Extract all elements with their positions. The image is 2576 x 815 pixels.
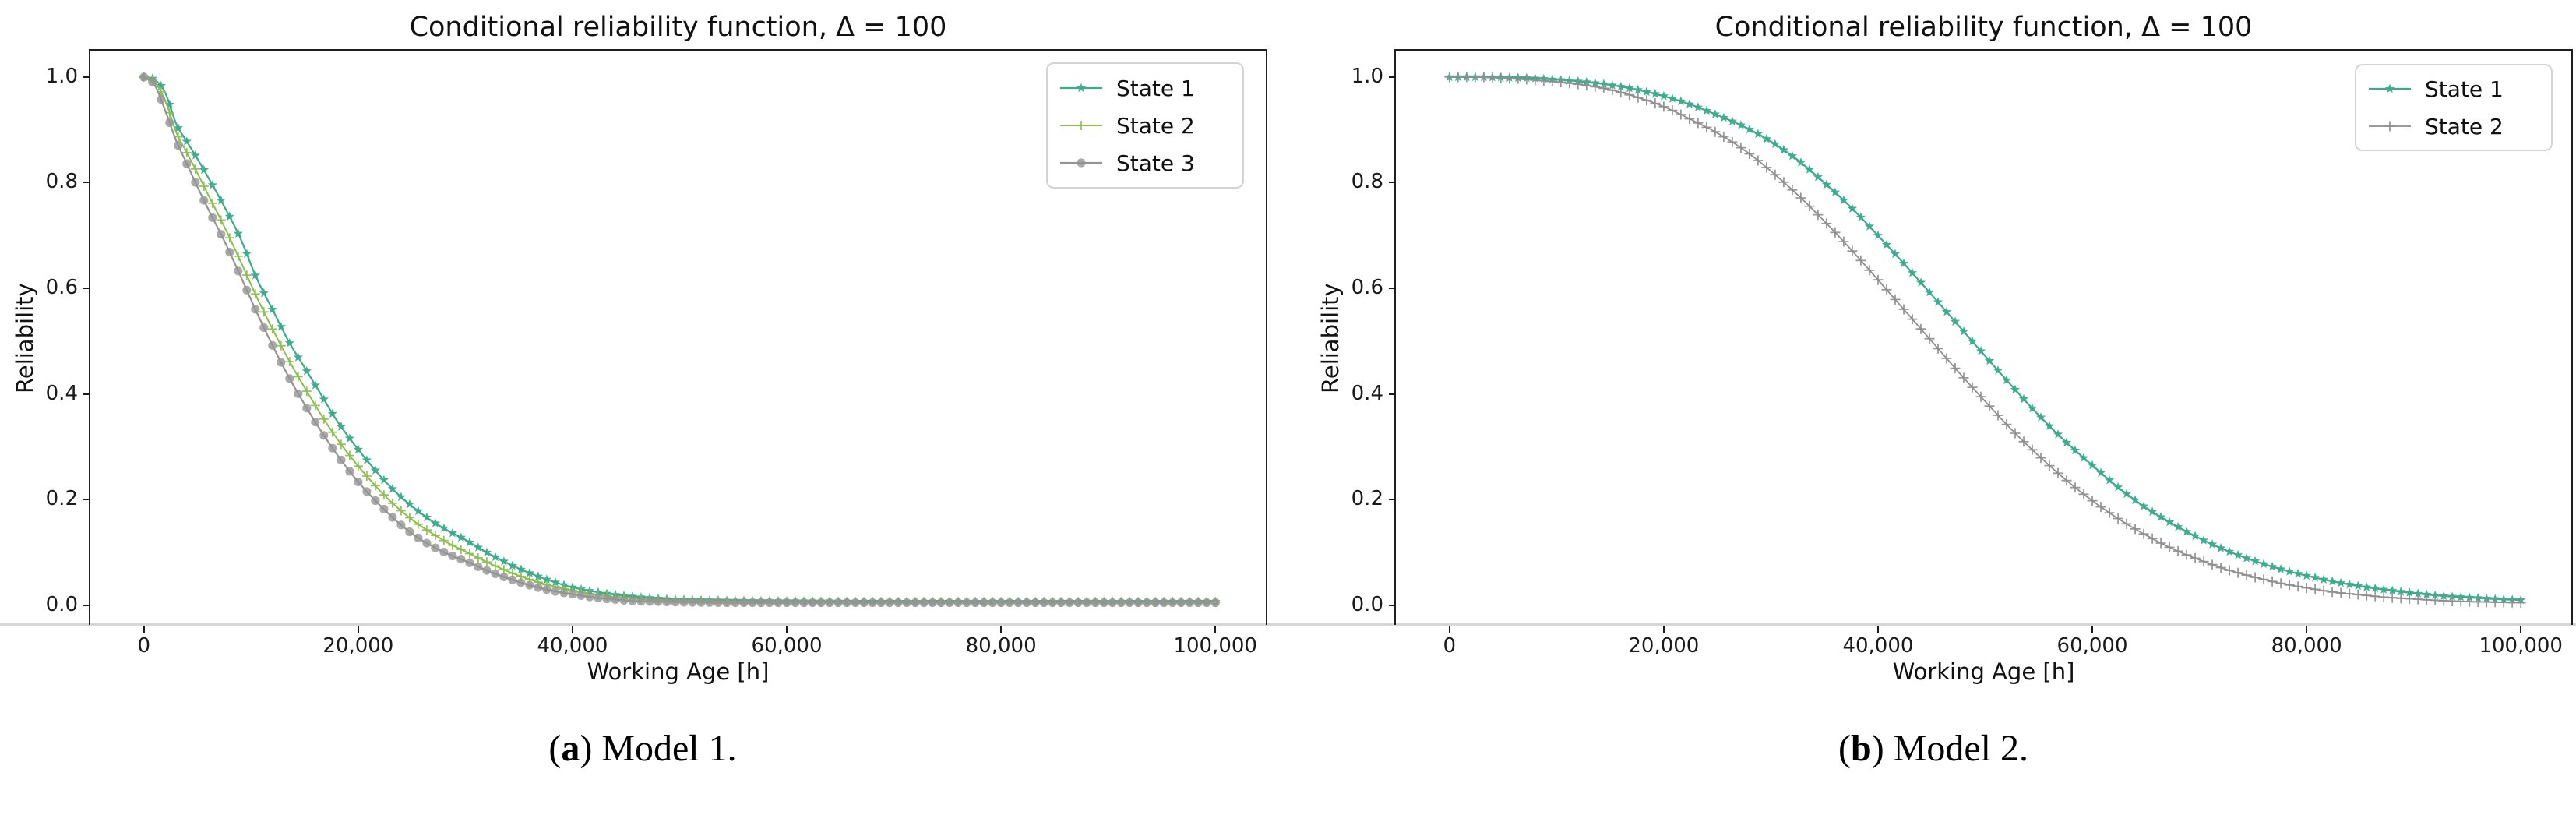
- caption-paren-close: ): [580, 728, 593, 769]
- legend-item: State 3: [1057, 144, 1230, 182]
- legend-item: State 2: [2366, 108, 2539, 145]
- y-tick-label: 0.6: [1351, 275, 1383, 299]
- x-tick-mark: [1000, 626, 1003, 633]
- y-tick-mark: [1389, 393, 1396, 395]
- x-tick-mark: [2520, 626, 2522, 633]
- marker-plus-state-2: [1444, 72, 2526, 608]
- marker-circle-state-3: [1077, 158, 1086, 168]
- y-tick-label: 0.6: [45, 275, 78, 299]
- legend-label: State 2: [2425, 113, 2504, 139]
- x-tick-label: 20,000: [322, 634, 394, 658]
- subfigure-caption-a: (a) Model 1.: [0, 727, 1285, 770]
- caption-text: Model 2.: [1893, 728, 2028, 769]
- x-axis-label: Working Age [h]: [587, 658, 770, 685]
- x-tick-mark: [1448, 626, 1450, 633]
- y-tick-mark: [1389, 76, 1396, 78]
- y-tick-label: 0.8: [1351, 170, 1383, 194]
- y-tick-mark: [83, 182, 90, 184]
- y-tick-label: 1.0: [45, 64, 78, 88]
- y-tick-mark: [83, 604, 90, 606]
- series-line-state-1: [1449, 76, 2521, 602]
- legend-item: State 1: [2366, 70, 2539, 108]
- legend-sample-plus-icon: [2369, 121, 2411, 132]
- y-axis-label: Reliability: [12, 282, 38, 393]
- subfigure-a: Conditional reliability function, Δ = 10…: [0, 0, 1285, 815]
- x-tick-label: 0: [137, 634, 151, 658]
- y-tick-label: 0.2: [1351, 487, 1383, 511]
- marker-star-state-1: [1444, 72, 2526, 605]
- legend-item: State 1: [1057, 69, 1230, 107]
- y-tick-mark: [1389, 288, 1396, 290]
- legend-sample-star-icon: [1060, 83, 1102, 93]
- x-tick-mark: [2306, 626, 2308, 633]
- marker-star-state-1: [2384, 83, 2395, 93]
- marker-star-state-1: [1076, 83, 1087, 93]
- y-tick-mark: [1389, 499, 1396, 501]
- caption-paren-close: ): [1871, 728, 1884, 769]
- y-tick-mark: [1389, 604, 1396, 606]
- caption-text: Model 1.: [601, 728, 737, 769]
- legend-sample-circle-icon: [1060, 158, 1102, 168]
- y-tick-label: 0.4: [45, 381, 78, 405]
- marker-plus-state-2: [1077, 121, 1086, 130]
- caption-paren-open: (: [548, 728, 562, 769]
- x-tick-mark: [1214, 626, 1217, 633]
- legend-label: State 1: [1116, 75, 1195, 101]
- legend-sample-plus-icon: [1060, 121, 1102, 130]
- legend-label: State 2: [1116, 112, 1195, 139]
- x-tick-mark: [1876, 626, 1879, 633]
- subfigure-b: Conditional reliability function, Δ = 10…: [1291, 0, 2576, 815]
- x-tick-label: 40,000: [1842, 634, 1914, 658]
- x-tick-label: 0: [1443, 634, 1457, 658]
- legend-label: State 1: [2425, 76, 2504, 102]
- y-tick-mark: [83, 393, 90, 395]
- x-tick-mark: [2091, 626, 2094, 633]
- y-tick-label: 0.0: [45, 592, 78, 616]
- y-tick-label: 0.0: [1351, 592, 1383, 616]
- caption-letter: b: [1850, 728, 1872, 769]
- x-tick-label: 80,000: [2271, 634, 2342, 658]
- series-curves: [1444, 72, 2526, 608]
- x-tick-mark: [357, 626, 359, 633]
- caption-letter: a: [561, 728, 580, 769]
- plot-area-model-2: Conditional reliability function, Δ = 10…: [1317, 12, 2573, 685]
- x-tick-mark: [571, 626, 573, 633]
- y-axis-label: Reliability: [1317, 282, 1344, 393]
- plot-area-model-1: Conditional reliability function, Δ = 10…: [12, 12, 1267, 685]
- y-tick-mark: [1389, 182, 1396, 184]
- legend-label: State 3: [1116, 150, 1195, 176]
- subfigure-caption-b: (b) Model 2.: [1291, 727, 2576, 770]
- y-tick-label: 1.0: [1351, 64, 1383, 88]
- chart-title: Conditional reliability function, Δ = 10…: [1714, 12, 2253, 43]
- y-tick-mark: [83, 499, 90, 501]
- x-tick-mark: [786, 626, 788, 633]
- caption-paren-open: (: [1838, 728, 1851, 769]
- chart-title: Conditional reliability function, Δ = 10…: [409, 12, 947, 43]
- x-tick-label: 100,000: [2479, 634, 2563, 658]
- y-tick-label: 0.2: [45, 487, 78, 511]
- y-tick-label: 0.8: [45, 170, 78, 194]
- x-axis-label: Working Age [h]: [1892, 658, 2075, 685]
- y-tick-mark: [83, 76, 90, 78]
- x-tick-mark: [143, 626, 145, 633]
- y-tick-mark: [83, 288, 90, 290]
- legend-sample-star-icon: [2369, 83, 2411, 93]
- x-tick-label: 60,000: [751, 634, 823, 658]
- series-curves: [139, 72, 1221, 608]
- x-tick-label: 100,000: [1173, 634, 1257, 658]
- x-tick-label: 20,000: [1628, 634, 1700, 658]
- bottom-axis-rule: [0, 623, 2576, 626]
- y-tick-label: 0.4: [1351, 381, 1383, 405]
- legend: State 1 State 2: [2355, 64, 2553, 151]
- x-tick-label: 60,000: [2056, 634, 2128, 658]
- legend-item: State 2: [1057, 107, 1230, 144]
- x-tick-label: 80,000: [965, 634, 1037, 658]
- x-tick-mark: [1662, 626, 1665, 633]
- x-tick-label: 40,000: [537, 634, 608, 658]
- series-line-state-2: [1449, 76, 2521, 604]
- legend: State 1 State 2 State 3: [1046, 62, 1244, 189]
- marker-plus-state-2: [2384, 121, 2395, 132]
